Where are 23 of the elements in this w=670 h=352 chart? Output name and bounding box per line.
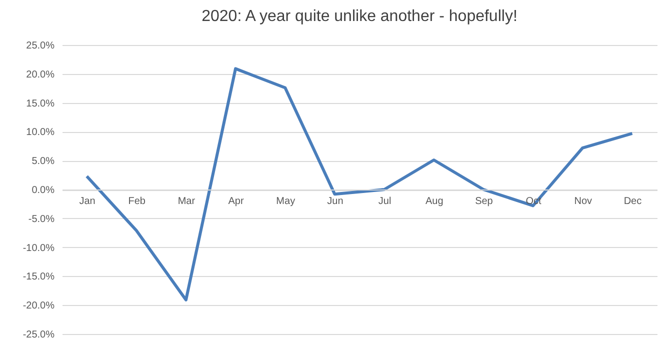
- x-tick-label: May: [276, 196, 296, 207]
- y-tick-label: -25.0%: [22, 330, 55, 340]
- x-tick-label: Feb: [128, 196, 146, 207]
- y-tick-label: 20.0%: [26, 69, 55, 80]
- x-tick-label: Aug: [425, 196, 444, 207]
- y-tick-label: 15.0%: [26, 98, 55, 110]
- y-tick-label: 0.0%: [32, 185, 55, 196]
- y-tick-label: 10.0%: [26, 127, 55, 138]
- chart-title: 2020: A year quite unlike another - hopefully!: [202, 8, 518, 25]
- x-tick-label: Jan: [79, 196, 96, 207]
- y-tick-label: -5.0%: [28, 214, 55, 225]
- y-tick-label: 5.0%: [32, 156, 55, 168]
- x-tick-label: Jul: [378, 196, 392, 207]
- x-tick-label: Jun: [327, 196, 344, 207]
- y-tick-label: -10.0%: [22, 242, 55, 254]
- y-tick-label: 25.0%: [26, 40, 55, 52]
- x-tick-label: Dec: [624, 196, 642, 207]
- x-tick-label: Mar: [178, 196, 196, 207]
- x-tick-label: Sep: [475, 196, 494, 207]
- x-tick-label: Nov: [574, 196, 592, 207]
- y-tick-label: -20.0%: [22, 300, 55, 312]
- y-tick-label: -15.0%: [22, 272, 55, 283]
- x-tick-label: Apr: [228, 196, 244, 207]
